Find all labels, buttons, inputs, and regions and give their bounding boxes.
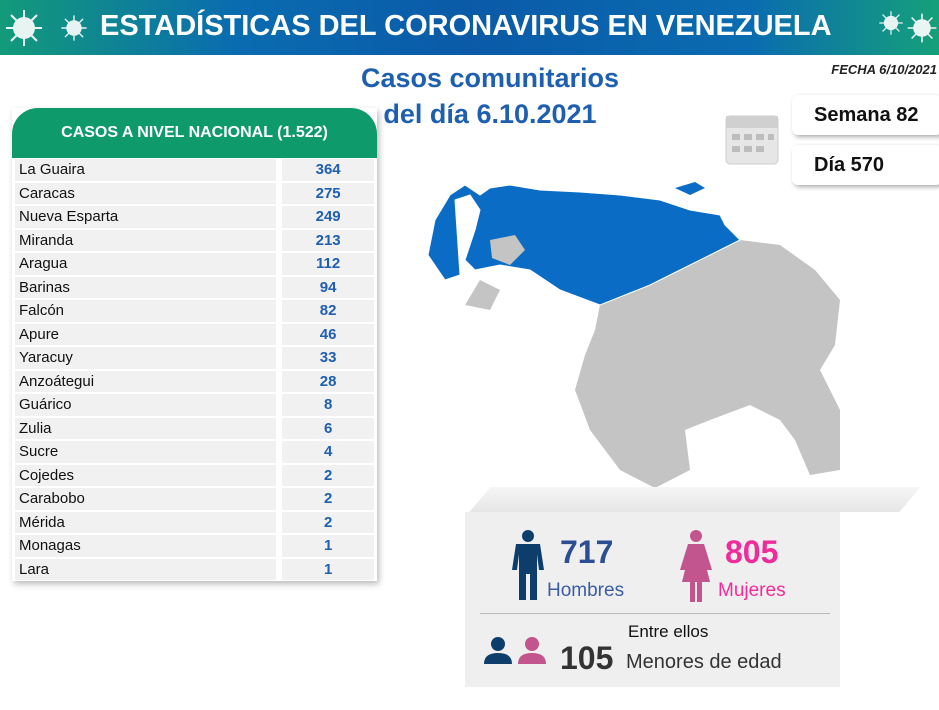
state-name: Cojedes bbox=[15, 464, 277, 486]
divider bbox=[480, 613, 830, 614]
table-row: Aragua 112 bbox=[12, 252, 377, 276]
case-count: 82 bbox=[282, 300, 374, 322]
case-count: 8 bbox=[282, 394, 374, 416]
table-row: Nueva Esparta 249 bbox=[12, 205, 377, 229]
minors-count: 105 bbox=[560, 640, 614, 676]
case-count: 33 bbox=[282, 347, 374, 369]
child-male-icon bbox=[484, 637, 512, 664]
men-count: 717 bbox=[560, 534, 614, 570]
men-label: Hombres bbox=[547, 580, 625, 601]
minors-intro: Entre ellos bbox=[628, 622, 709, 641]
state-name: Anzoátegui bbox=[15, 370, 277, 392]
case-count: 94 bbox=[282, 276, 374, 298]
child-female-icon bbox=[518, 637, 546, 664]
case-count: 6 bbox=[282, 417, 374, 439]
table-header: CASOS A NIVEL NACIONAL (1.522) bbox=[12, 108, 377, 158]
case-count: 2 bbox=[282, 511, 374, 533]
table-row: Caracas 275 bbox=[12, 181, 377, 205]
minors-label: Menores de edad bbox=[626, 651, 782, 673]
week-box: Semana 82 bbox=[792, 95, 939, 135]
state-name: Monagas bbox=[15, 535, 277, 557]
state-name: Guárico bbox=[15, 394, 277, 416]
day-box: Día 570 bbox=[792, 145, 939, 185]
women-count: 805 bbox=[725, 534, 779, 570]
case-count: 2 bbox=[282, 488, 374, 510]
state-name: Apure bbox=[15, 323, 277, 345]
table-row: Zulia 6 bbox=[12, 416, 377, 440]
table-row: Anzoátegui 28 bbox=[12, 369, 377, 393]
case-count: 275 bbox=[282, 182, 374, 204]
subtitle-line1: Casos comunitarios bbox=[360, 63, 620, 93]
case-count: 46 bbox=[282, 323, 374, 345]
case-count: 28 bbox=[282, 370, 374, 392]
table-row: Falcón 82 bbox=[12, 299, 377, 323]
table-row: Cojedes 2 bbox=[12, 463, 377, 487]
case-count: 112 bbox=[282, 253, 374, 275]
woman-icon bbox=[680, 530, 712, 602]
table-row: Barinas 94 bbox=[12, 275, 377, 299]
virus-icon bbox=[907, 13, 937, 43]
case-count: 1 bbox=[282, 535, 374, 557]
case-count: 213 bbox=[282, 229, 374, 251]
case-count: 2 bbox=[282, 464, 374, 486]
state-name: Mérida bbox=[15, 511, 277, 533]
state-name: Sucre bbox=[15, 441, 277, 463]
state-name: Caracas bbox=[15, 182, 277, 204]
date-label: FECHA 6/10/2021 bbox=[831, 62, 937, 77]
table-row: Mérida 2 bbox=[12, 510, 377, 534]
state-name: Miranda bbox=[15, 229, 277, 251]
cases-table: CASOS A NIVEL NACIONAL (1.522) La Guaira… bbox=[12, 108, 377, 581]
virus-icon bbox=[61, 15, 87, 41]
case-count: 364 bbox=[282, 159, 374, 181]
state-name: Aragua bbox=[15, 253, 277, 275]
state-name: Falcón bbox=[15, 300, 277, 322]
page-title: ESTADÍSTICAS DEL CORONAVIRUS EN VENEZUEL… bbox=[100, 10, 832, 42]
table-row: Miranda 213 bbox=[12, 228, 377, 252]
virus-icon bbox=[879, 11, 903, 35]
man-icon bbox=[512, 530, 544, 600]
header-banner: ESTADÍSTICAS DEL CORONAVIRUS EN VENEZUEL… bbox=[0, 0, 939, 55]
table-row: La Guaira 364 bbox=[12, 158, 377, 182]
case-count: 4 bbox=[282, 441, 374, 463]
state-name: Carabobo bbox=[15, 488, 277, 510]
table-row: Yaracuy 33 bbox=[12, 346, 377, 370]
map-affected-region bbox=[427, 184, 741, 306]
table-row: Sucre 4 bbox=[12, 440, 377, 464]
virus-icon bbox=[6, 10, 42, 46]
state-name: La Guaira bbox=[15, 159, 277, 181]
case-count: 1 bbox=[282, 558, 374, 580]
table-row: Guárico 8 bbox=[12, 393, 377, 417]
state-name: Zulia bbox=[15, 417, 277, 439]
map-unaffected-region bbox=[575, 240, 840, 488]
gender-stats-panel: 717 Hombres 805 Mujeres Entre ellos 105 … bbox=[465, 512, 840, 687]
pedestal-top bbox=[469, 487, 921, 512]
table-row: Apure 46 bbox=[12, 322, 377, 346]
table-row: Monagas 1 bbox=[12, 534, 377, 558]
state-name: Nueva Esparta bbox=[15, 206, 277, 228]
women-label: Mujeres bbox=[718, 580, 786, 601]
map-unaffected-region bbox=[490, 235, 525, 265]
case-count: 249 bbox=[282, 206, 374, 228]
table-row: Lara 1 bbox=[12, 557, 377, 581]
subtitle-line2: del día 6.10.2021 bbox=[383, 99, 597, 129]
state-name: Yaracuy bbox=[15, 347, 277, 369]
table-row: Carabobo 2 bbox=[12, 487, 377, 511]
state-name: Barinas bbox=[15, 276, 277, 298]
map-unaffected-region bbox=[465, 280, 500, 310]
state-name: Lara bbox=[15, 558, 277, 580]
map-affected-region bbox=[675, 182, 705, 195]
calendar-icon bbox=[725, 115, 779, 165]
subtitle: Casos comunitarios del día 6.10.2021 bbox=[340, 60, 640, 132]
venezuela-map bbox=[427, 182, 840, 488]
